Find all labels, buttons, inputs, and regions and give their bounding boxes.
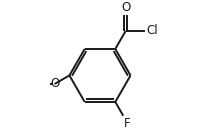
Text: F: F	[124, 117, 131, 130]
Text: O: O	[50, 78, 59, 91]
Text: O: O	[121, 1, 130, 14]
Text: Cl: Cl	[146, 24, 158, 37]
